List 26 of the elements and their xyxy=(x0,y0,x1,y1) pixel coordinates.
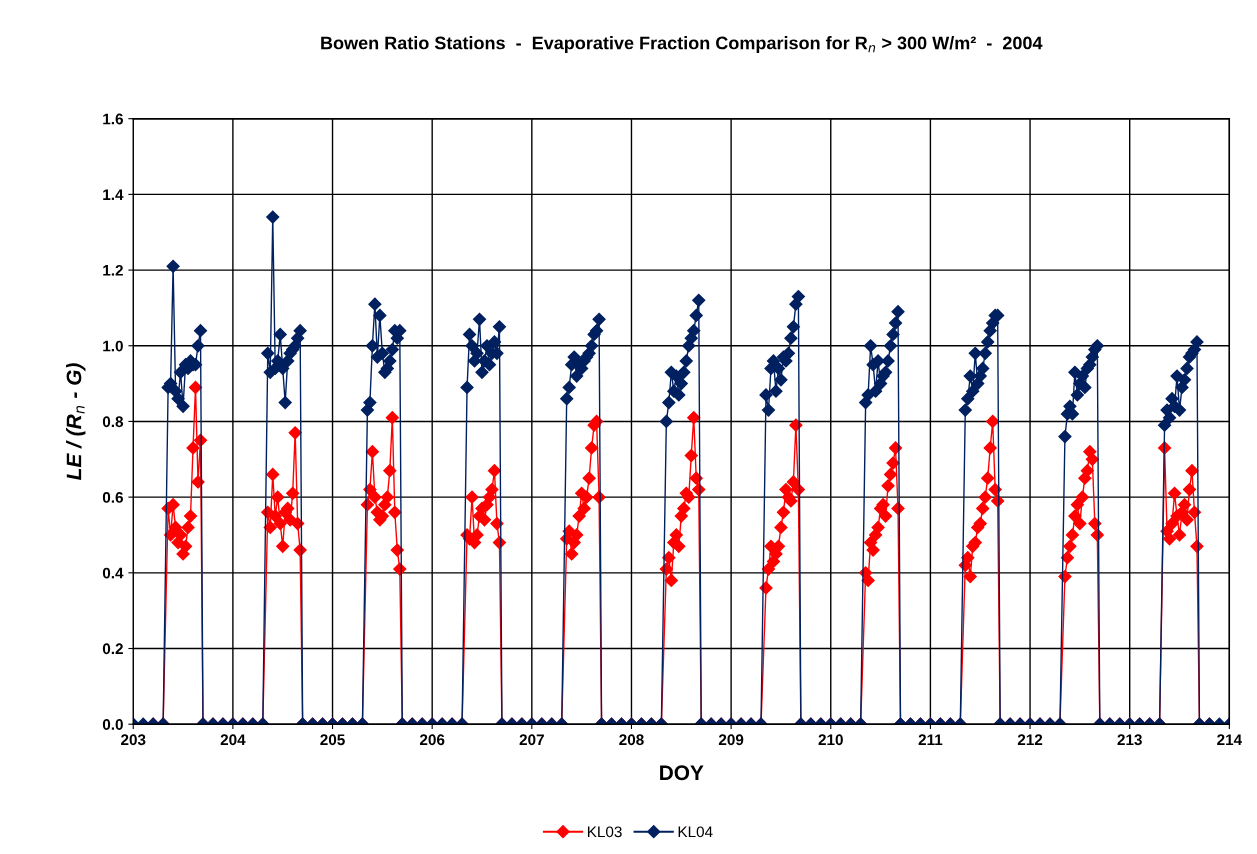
legend-label: KL04 xyxy=(678,826,713,838)
y-tick-label: 1.0 xyxy=(103,340,123,352)
x-tick-label: 203 xyxy=(121,734,146,746)
x-tick-label: 210 xyxy=(818,734,843,746)
x-tick-label: 205 xyxy=(320,734,345,746)
y-tick-label: 0.4 xyxy=(102,567,124,579)
y-tick-label: 1.6 xyxy=(103,113,123,125)
y-tick-label: 0.6 xyxy=(102,492,123,503)
x-tick-label: 211 xyxy=(918,734,943,745)
x-axis-title: DOY xyxy=(660,765,704,781)
x-tick-label: 209 xyxy=(718,734,744,746)
x-tick-label: 206 xyxy=(419,734,445,746)
x-tick-label: 207 xyxy=(519,734,544,746)
y-tick-label: 1.2 xyxy=(103,264,123,276)
legend-label: KL03 xyxy=(587,826,622,838)
y-tick-label: 0.2 xyxy=(102,643,123,655)
x-tick-label: 208 xyxy=(619,734,644,746)
chart-title: Bowen Ratio Stations - Evaporative Fraction Comparison for R$_{n}$ > 300 W/m² - 2004 xyxy=(321,36,1043,53)
y-tick-label: 1.4 xyxy=(103,189,124,200)
y-tick-label: 0.0 xyxy=(102,719,123,730)
y-axis-title: LE / (R$_{n}$ - G) xyxy=(66,363,86,480)
x-tick-label: 214 xyxy=(1217,734,1243,745)
x-tick-label: 213 xyxy=(1117,734,1142,746)
y-tick-label: 0.8 xyxy=(102,416,124,428)
x-tick-label: 212 xyxy=(1017,734,1043,745)
x-tick-label: 204 xyxy=(220,734,246,746)
